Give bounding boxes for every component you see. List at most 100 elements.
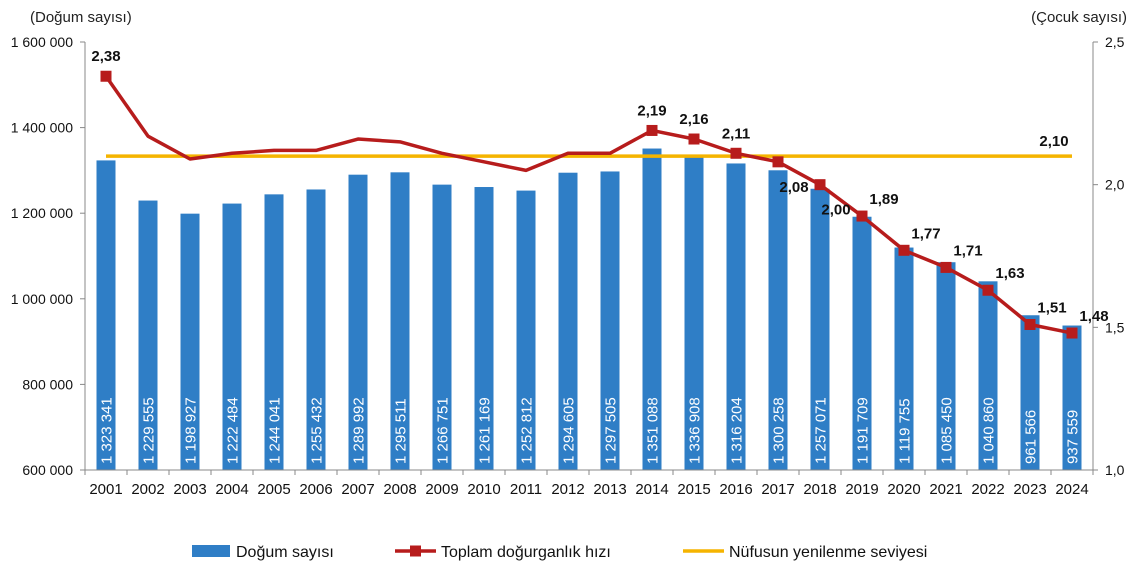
left-tick-label: 1 600 000 [11, 34, 73, 50]
fertility-marker-2018 [814, 179, 826, 191]
legend-label-fertility: Toplam doğurganlık hızı [441, 544, 611, 561]
bar-label-2008: 1 295 511 [393, 398, 410, 464]
x-tick-label-2024: 2024 [1055, 481, 1088, 498]
left-tick-label: 1 200 000 [11, 205, 73, 221]
bar-2017 [768, 170, 788, 470]
bar-2021 [936, 262, 956, 470]
left-axis-title: (Doğum sayısı) [30, 9, 132, 26]
left-tick-label: 800 000 [22, 376, 73, 392]
fertility-marker-2017 [772, 156, 784, 168]
x-tick-label-2015: 2015 [677, 481, 710, 498]
bar-2023 [1020, 315, 1040, 470]
x-tick-label-2009: 2009 [425, 481, 458, 498]
fertility-marker-2014 [646, 124, 658, 136]
bar-label-2017: 1 300 258 [771, 397, 788, 464]
x-tick-label-2014: 2014 [635, 481, 668, 498]
x-tick-label-2018: 2018 [803, 481, 836, 498]
x-tick-label-2003: 2003 [173, 481, 206, 498]
bar-2009 [432, 184, 452, 471]
fertility-label-2020: 1,77 [911, 225, 940, 242]
bar-2022 [978, 281, 998, 470]
fertility-label-2023: 1,51 [1037, 299, 1066, 316]
x-tick-label-2021: 2021 [929, 481, 962, 498]
bar-label-2009: 1 266 751 [435, 397, 452, 464]
bar-label-2014: 1 351 088 [645, 397, 662, 464]
bar-2003 [180, 213, 200, 470]
bar-label-2015: 1 336 908 [687, 397, 704, 464]
fertility-label-2022: 1,63 [995, 265, 1024, 282]
bar-2011 [516, 190, 536, 470]
fertility-marker-2015 [688, 133, 700, 145]
bar-2016 [726, 163, 746, 470]
fertility-marker-2021 [940, 261, 952, 273]
bar-2020 [894, 247, 914, 470]
bar-label-2023: 961 566 [1023, 410, 1040, 464]
left-tick-label: 600 000 [22, 462, 73, 478]
fertility-marker-2024 [1066, 327, 1078, 339]
legend-label-replacement: Nüfusun yenilenme seviyesi [729, 544, 927, 561]
fertility-marker-2019 [856, 210, 868, 222]
bar-2005 [264, 194, 284, 470]
x-tick-label-2011: 2011 [510, 481, 542, 498]
legend-marker-fertility [410, 545, 421, 557]
fertility-label-2024: 1,48 [1079, 308, 1108, 325]
bar-label-2018: 1 257 071 [813, 397, 830, 464]
x-tick-label-2001: 2001 [89, 481, 122, 498]
x-tick-label-2023: 2023 [1013, 481, 1046, 498]
fertility-marker-2016 [730, 147, 742, 159]
bar-label-2016: 1 316 204 [729, 397, 746, 464]
fertility-label-2014: 2,19 [637, 102, 666, 119]
bar-2015 [684, 154, 704, 470]
legend: Doğum sayısı Toplam doğurganlık hızı Nüf… [192, 544, 927, 561]
bar-label-2019: 1 191 709 [855, 397, 872, 464]
bar-label-2003: 1 198 927 [183, 397, 200, 464]
bar-2010 [474, 187, 494, 471]
fertility-label-2021: 1,71 [953, 242, 982, 259]
x-tick-label-2012: 2012 [551, 481, 584, 498]
bar-label-2013: 1 297 505 [603, 397, 620, 464]
bar-label-2006: 1 255 432 [309, 397, 326, 464]
x-tick-label-2010: 2010 [467, 481, 500, 498]
fertility-label-2001: 2,38 [91, 48, 120, 65]
x-tick-label-2008: 2008 [383, 481, 416, 498]
bar-label-2001: 1 323 341 [99, 397, 116, 464]
fertility-label-2018: 2,00 [821, 202, 850, 219]
bar-label-2024: 937 559 [1065, 410, 1082, 464]
replacement-level-label: 2,10 [1039, 133, 1068, 150]
fertility-marker-2001 [100, 70, 112, 82]
fertility-label-2015: 2,16 [679, 111, 708, 128]
right-axis-title: (Çocuk sayısı) [1031, 9, 1127, 26]
legend-label-births: Doğum sayısı [236, 544, 334, 561]
right-tick-label: 2,0 [1105, 177, 1125, 193]
legend-swatch-births [192, 545, 230, 557]
right-tick-label: 1,5 [1105, 319, 1125, 335]
bar-label-2010: 1 261 169 [477, 397, 494, 464]
bar-label-2020: 1 119 755 [897, 398, 914, 464]
fertility-line [104, 75, 1073, 335]
bar-2019 [852, 216, 872, 470]
bar-label-2002: 1 229 555 [141, 397, 158, 464]
bar-2007 [348, 174, 368, 471]
bar-label-2007: 1 289 992 [351, 397, 368, 464]
bar-label-2011: 1 252 812 [519, 397, 536, 464]
bar-2001 [96, 160, 116, 471]
bar-2018 [810, 188, 830, 470]
x-tick-label-2005: 2005 [257, 481, 290, 498]
fertility-label-2016: 2,11 [722, 125, 750, 142]
x-tick-label-2004: 2004 [215, 481, 248, 498]
x-tick-label-2016: 2016 [719, 481, 752, 498]
left-tick-label: 1 400 000 [11, 120, 73, 136]
bar-label-2012: 1 294 605 [561, 397, 578, 464]
x-tick-label-2002: 2002 [131, 481, 164, 498]
bar-2002 [138, 200, 158, 470]
bar-2013 [600, 171, 620, 470]
left-tick-label: 1 000 000 [11, 291, 73, 307]
x-tick-label-2013: 2013 [593, 481, 626, 498]
bar-label-2004: 1 222 484 [225, 397, 242, 464]
bar-2012 [558, 172, 578, 471]
bar-2004 [222, 203, 242, 470]
right-tick-label: 2,5 [1105, 34, 1125, 50]
bar-2014 [642, 148, 662, 470]
bar-2006 [306, 189, 326, 470]
